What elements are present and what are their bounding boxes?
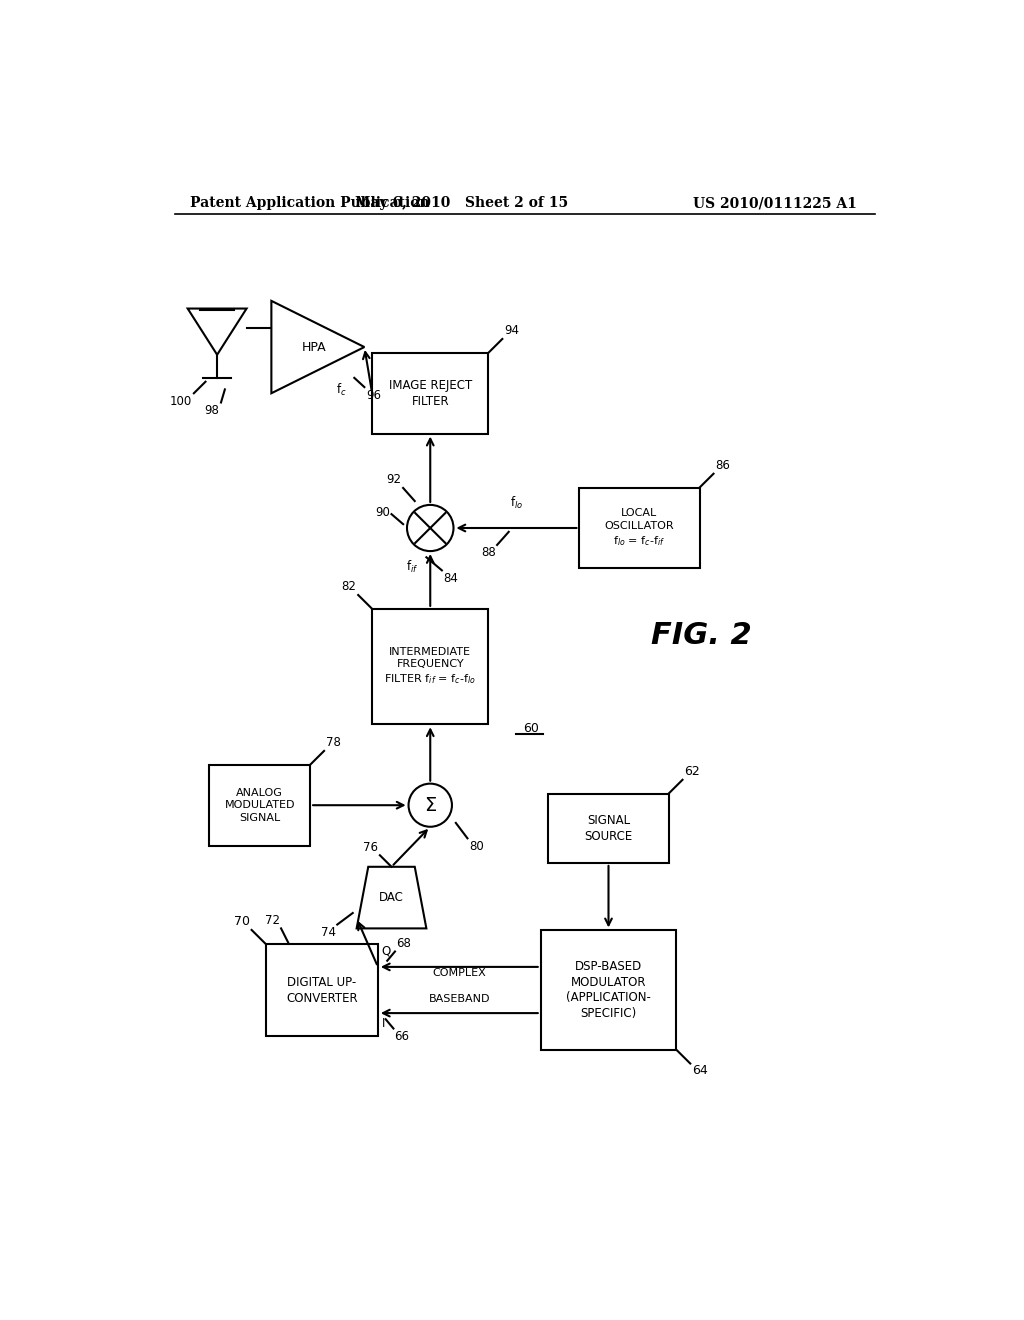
Text: 94: 94: [504, 325, 519, 338]
Text: 100: 100: [170, 395, 193, 408]
Text: 92: 92: [387, 474, 401, 487]
Text: DAC: DAC: [379, 891, 403, 904]
Text: 88: 88: [481, 546, 496, 560]
Text: 68: 68: [395, 937, 411, 950]
Text: Patent Application Publication: Patent Application Publication: [190, 197, 430, 210]
Text: ANALOG
MODULATED
SIGNAL: ANALOG MODULATED SIGNAL: [224, 788, 295, 822]
Bar: [580, 487, 699, 569]
Text: 80: 80: [469, 840, 483, 853]
Text: f$_{if}$: f$_{if}$: [407, 558, 419, 576]
Text: 72: 72: [264, 913, 280, 927]
Text: 78: 78: [326, 737, 341, 750]
Text: 84: 84: [443, 572, 459, 585]
Text: DSP-BASED
MODULATOR
(APPLICATION-
SPECIFIC): DSP-BASED MODULATOR (APPLICATION- SPECIF…: [566, 960, 651, 1020]
Text: 98: 98: [205, 404, 219, 417]
Text: 74: 74: [321, 927, 336, 939]
Text: COMPLEX: COMPLEX: [432, 969, 486, 978]
Text: IMAGE REJECT
FILTER: IMAGE REJECT FILTER: [389, 379, 472, 408]
Text: BASEBAND: BASEBAND: [429, 994, 490, 1003]
Text: Q: Q: [382, 945, 391, 958]
Text: 66: 66: [394, 1030, 410, 1043]
Text: f$_{lo}$: f$_{lo}$: [510, 495, 523, 511]
Text: f$_c$: f$_c$: [336, 381, 346, 397]
Text: INTERMEDIATE
FREQUENCY
FILTER f$_{if}$ = f$_c$-f$_{lo}$: INTERMEDIATE FREQUENCY FILTER f$_{if}$ =…: [384, 647, 476, 686]
Text: HPA: HPA: [302, 341, 327, 354]
Bar: [372, 352, 488, 434]
Bar: [372, 609, 488, 725]
Text: 82: 82: [342, 581, 356, 594]
Text: 62: 62: [684, 766, 699, 779]
Text: 90: 90: [375, 506, 390, 519]
Text: FIG. 2: FIG. 2: [651, 622, 752, 651]
Text: 60: 60: [523, 722, 539, 735]
Bar: [541, 931, 676, 1049]
Bar: [265, 944, 378, 1036]
Text: US 2010/0111225 A1: US 2010/0111225 A1: [692, 197, 856, 210]
Text: Σ: Σ: [424, 796, 436, 814]
Text: 76: 76: [364, 841, 378, 854]
Text: LOCAL
OSCILLATOR
f$_{lo}$ = f$_c$-f$_{if}$: LOCAL OSCILLATOR f$_{lo}$ = f$_c$-f$_{if…: [605, 508, 675, 548]
Text: 70: 70: [234, 915, 250, 928]
Text: I: I: [382, 1016, 385, 1030]
Text: 86: 86: [715, 459, 730, 473]
Text: SIGNAL
SOURCE: SIGNAL SOURCE: [585, 814, 633, 842]
Bar: [209, 764, 310, 846]
Text: 64: 64: [692, 1064, 708, 1077]
Text: DIGITAL UP-
CONVERTER: DIGITAL UP- CONVERTER: [286, 975, 357, 1005]
Text: 96: 96: [366, 388, 381, 401]
Text: May 6, 2010   Sheet 2 of 15: May 6, 2010 Sheet 2 of 15: [354, 197, 568, 210]
Bar: [549, 793, 669, 863]
